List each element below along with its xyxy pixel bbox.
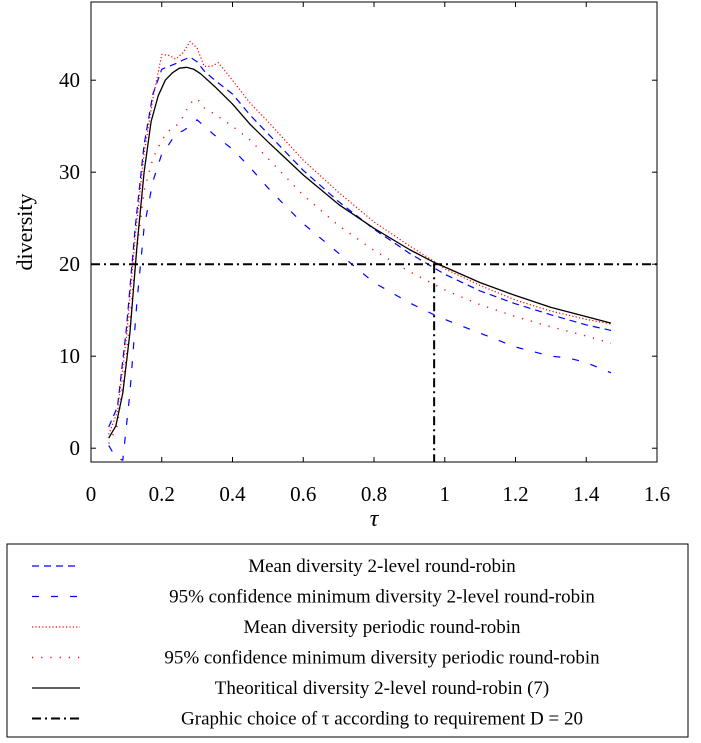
legend-label-3: Mean diversity periodic round-robin bbox=[243, 617, 521, 638]
x-tick-label: 0 bbox=[86, 482, 97, 506]
series-line-3 bbox=[108, 41, 612, 435]
y-tick-label: 20 bbox=[59, 252, 80, 276]
x-tick-label: 0.2 bbox=[149, 482, 175, 506]
x-tick-label: 1.6 bbox=[644, 482, 670, 506]
x-axis-title: τ bbox=[370, 506, 380, 532]
plot-area bbox=[90, 1, 658, 463]
series-layer bbox=[91, 41, 657, 462]
legend-label-1: Mean diversity 2-level round-robin bbox=[248, 556, 516, 577]
legend-box bbox=[6, 543, 689, 738]
y-tick-label: 10 bbox=[59, 344, 80, 368]
x-tick-label: 1.4 bbox=[573, 482, 600, 506]
y-axis-title: diversity bbox=[12, 194, 37, 271]
x-tick-label: 0.6 bbox=[290, 482, 316, 506]
legend-label-2: 95% confidence minimum diversity 2-level… bbox=[169, 587, 595, 608]
y-axis-ticks: 0 10 20 30 40 bbox=[59, 68, 657, 460]
y-tick-label: 30 bbox=[59, 160, 80, 184]
series-line-1 bbox=[108, 56, 612, 428]
x-tick-label: 0.8 bbox=[361, 482, 387, 506]
legend-label-4: 95% confidence minimum diversity periodi… bbox=[164, 648, 600, 669]
legend-label-6: Graphic choice of τ according to require… bbox=[181, 709, 583, 730]
y-tick-label: 0 bbox=[70, 436, 81, 460]
y-tick-label: 40 bbox=[59, 68, 80, 92]
legend-label-5: Theoritical diversity 2-level round-robi… bbox=[215, 678, 550, 699]
x-tick-label: 0.4 bbox=[219, 482, 246, 506]
x-axis-ticks: 0 0.2 0.4 0.6 0.8 1 1.2 1.4 1.6 bbox=[86, 2, 670, 506]
x-tick-label: 1.2 bbox=[502, 482, 528, 506]
x-tick-label: 1 bbox=[440, 482, 451, 506]
legend: Mean diversity 2-level round-robin 95% co… bbox=[32, 556, 600, 730]
series-line-5 bbox=[108, 66, 612, 439]
